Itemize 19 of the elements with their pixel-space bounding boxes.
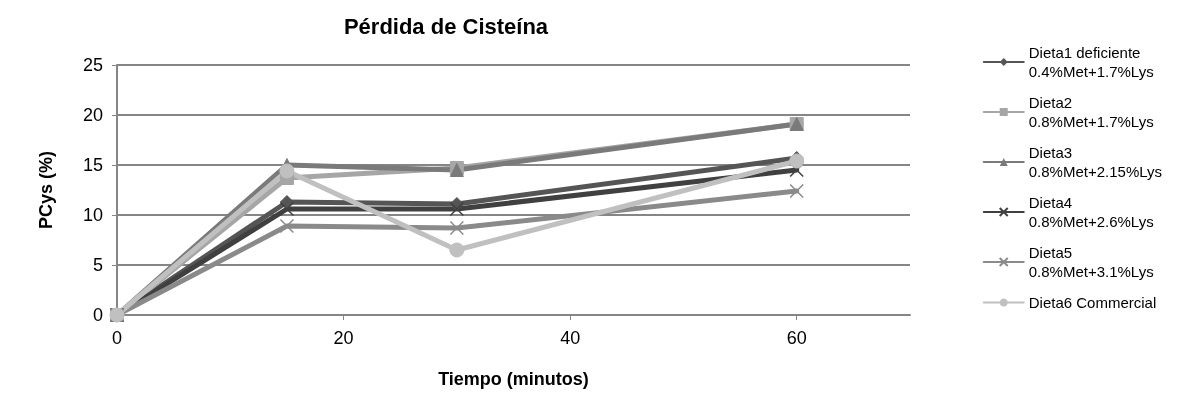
legend-label: Dieta1 deficiente 0.4%Met+1.7%Lys (1028, 44, 1154, 80)
x-tick-label: 40 (560, 328, 581, 348)
legend-label: Dieta5 0.8%Met+3.1%Lys (1028, 244, 1154, 280)
legend-label: Dieta3 0.8%Met+2.15%Lys (1028, 144, 1163, 180)
legend-label: Dieta4 0.8%Met+2.6%Lys (1028, 194, 1154, 230)
y-axis-title: PCys (%) (36, 150, 56, 230)
x-tick-label: 20 (333, 328, 354, 348)
legend-label: Dieta2 0.8%Met+1.7%Lys (1028, 94, 1154, 130)
y-tick-label: 15 (82, 155, 103, 175)
x-axis-title: Tiempo (minutos) (438, 369, 589, 389)
y-tick-label: 0 (92, 305, 103, 325)
y-tick-label: 10 (82, 205, 103, 225)
x-tick-label: 0 (111, 328, 123, 348)
y-tick-label: 5 (92, 255, 103, 275)
x-tick-label: 60 (786, 328, 807, 348)
legend-label: Dieta6 Commercial (1028, 294, 1157, 311)
y-tick-label: 25 (82, 55, 103, 75)
y-tick-label: 20 (82, 105, 103, 125)
chart-title: Pérdida de Cisteína (343, 13, 549, 39)
